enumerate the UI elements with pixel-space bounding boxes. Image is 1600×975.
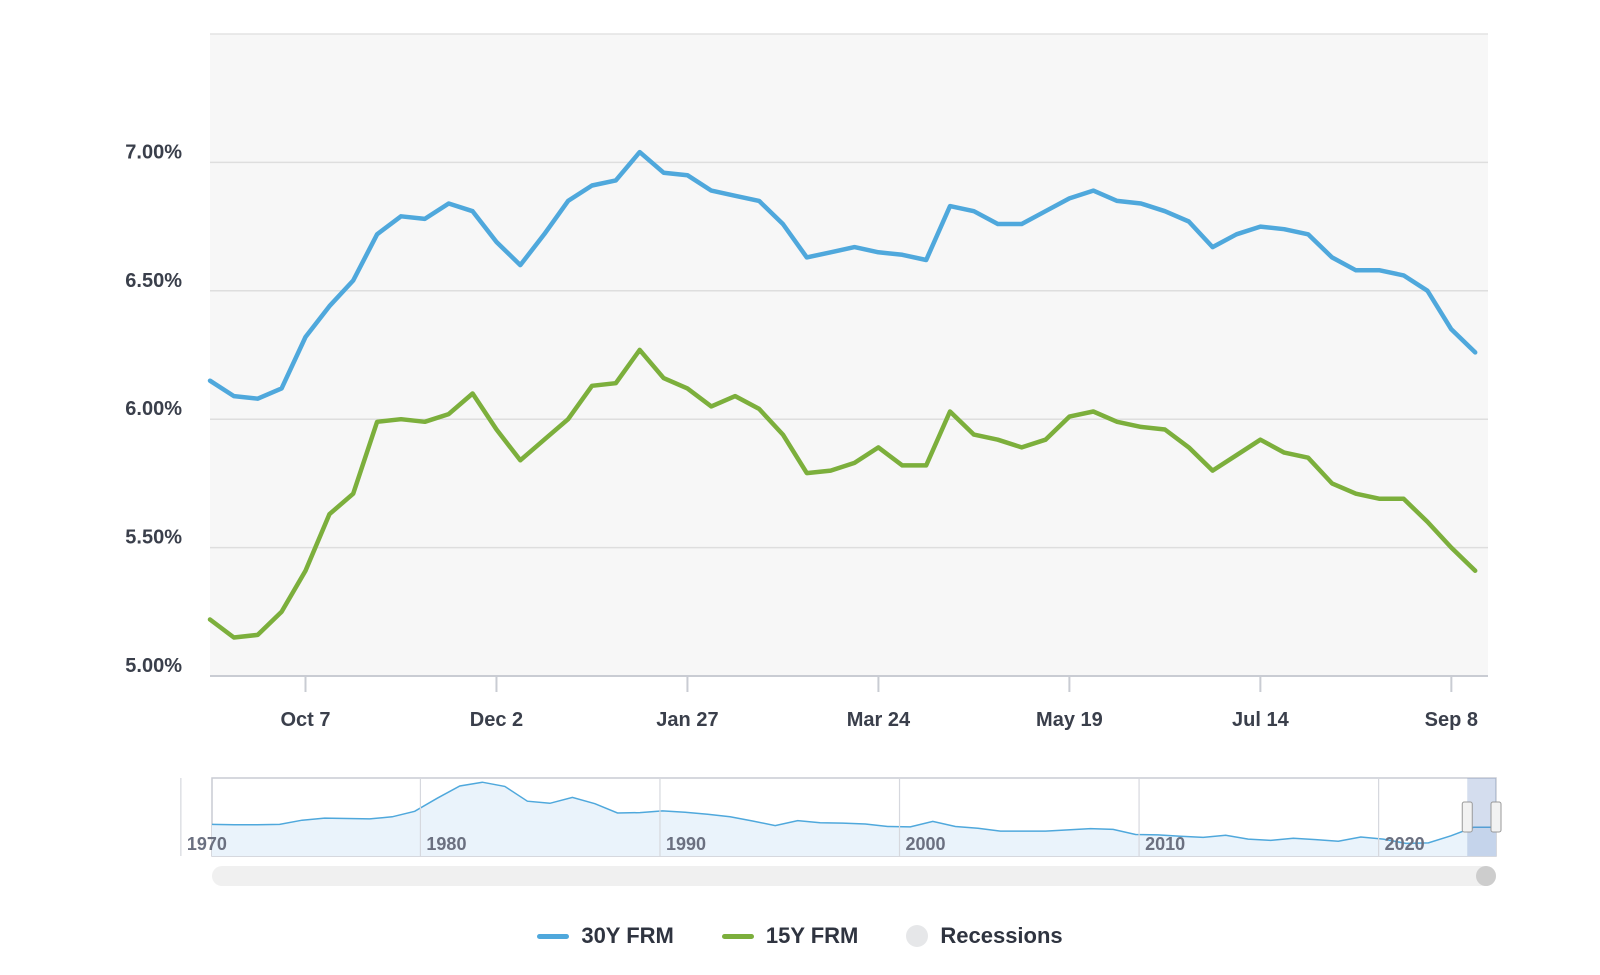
navigator-year-label: 2010 bbox=[1145, 834, 1185, 854]
navigator-year-label: 1980 bbox=[426, 834, 466, 854]
legend-label-15y-frm: 15Y FRM bbox=[765, 923, 859, 948]
plot-area bbox=[210, 34, 1488, 676]
navigator-area bbox=[212, 782, 1496, 856]
navigator-year-label: 2000 bbox=[906, 834, 946, 854]
navigator-year-label: 2020 bbox=[1385, 834, 1425, 854]
legend-label-30y-frm: 30Y FRM bbox=[581, 923, 674, 948]
legend: 30Y FRM 15Y FRM Recessions bbox=[0, 916, 1600, 956]
navigator-year-label: 1970 bbox=[187, 834, 227, 854]
x-tick-label: Jul 14 bbox=[1232, 709, 1290, 731]
legend-label-recessions: Recessions bbox=[940, 923, 1063, 948]
legend-swatch-15y-frm bbox=[721, 933, 754, 939]
x-tick-label: Oct 7 bbox=[280, 709, 330, 731]
y-tick-label: 7.00% bbox=[125, 141, 182, 163]
navigator-year-label: 1990 bbox=[666, 834, 706, 854]
series-line-30y-frm bbox=[207, 149, 1478, 401]
series-line-15y-frm bbox=[207, 347, 1478, 640]
legend-item-15y-frm[interactable]: 15Y FRM bbox=[721, 923, 859, 949]
legend-swatch-30y-frm bbox=[537, 933, 570, 939]
mortgage-rate-chart: 5.00% 5.50% 6.00% 6.50% 7.00% Oct 7 Dec 2 Jan 2… bbox=[125, 33, 1502, 886]
legend-item-30y-frm[interactable]: 30Y FRM bbox=[537, 923, 674, 949]
legend-item-recessions[interactable]: Recessions bbox=[906, 923, 1063, 949]
y-tick-label: 6.50% bbox=[125, 270, 182, 292]
y-tick-label: 5.00% bbox=[125, 655, 182, 677]
y-tick-label: 5.50% bbox=[125, 527, 182, 549]
scrollbar-track[interactable] bbox=[212, 866, 1496, 886]
legend-swatch-recessions bbox=[906, 925, 929, 947]
x-tick-label: Sep 8 bbox=[1425, 709, 1478, 731]
y-tick-label: 6.00% bbox=[125, 398, 182, 420]
x-tick-label: Dec 2 bbox=[470, 709, 523, 731]
navigator-handle-right[interactable] bbox=[1490, 801, 1502, 833]
x-tick-label: May 19 bbox=[1036, 709, 1103, 731]
x-tick-label: Jan 27 bbox=[656, 709, 718, 731]
x-tick-label: Mar 24 bbox=[847, 709, 911, 731]
navigator-handle-left[interactable] bbox=[1461, 801, 1473, 833]
navigator-line bbox=[211, 781, 1496, 845]
scrollbar-thumb[interactable] bbox=[1476, 866, 1496, 886]
